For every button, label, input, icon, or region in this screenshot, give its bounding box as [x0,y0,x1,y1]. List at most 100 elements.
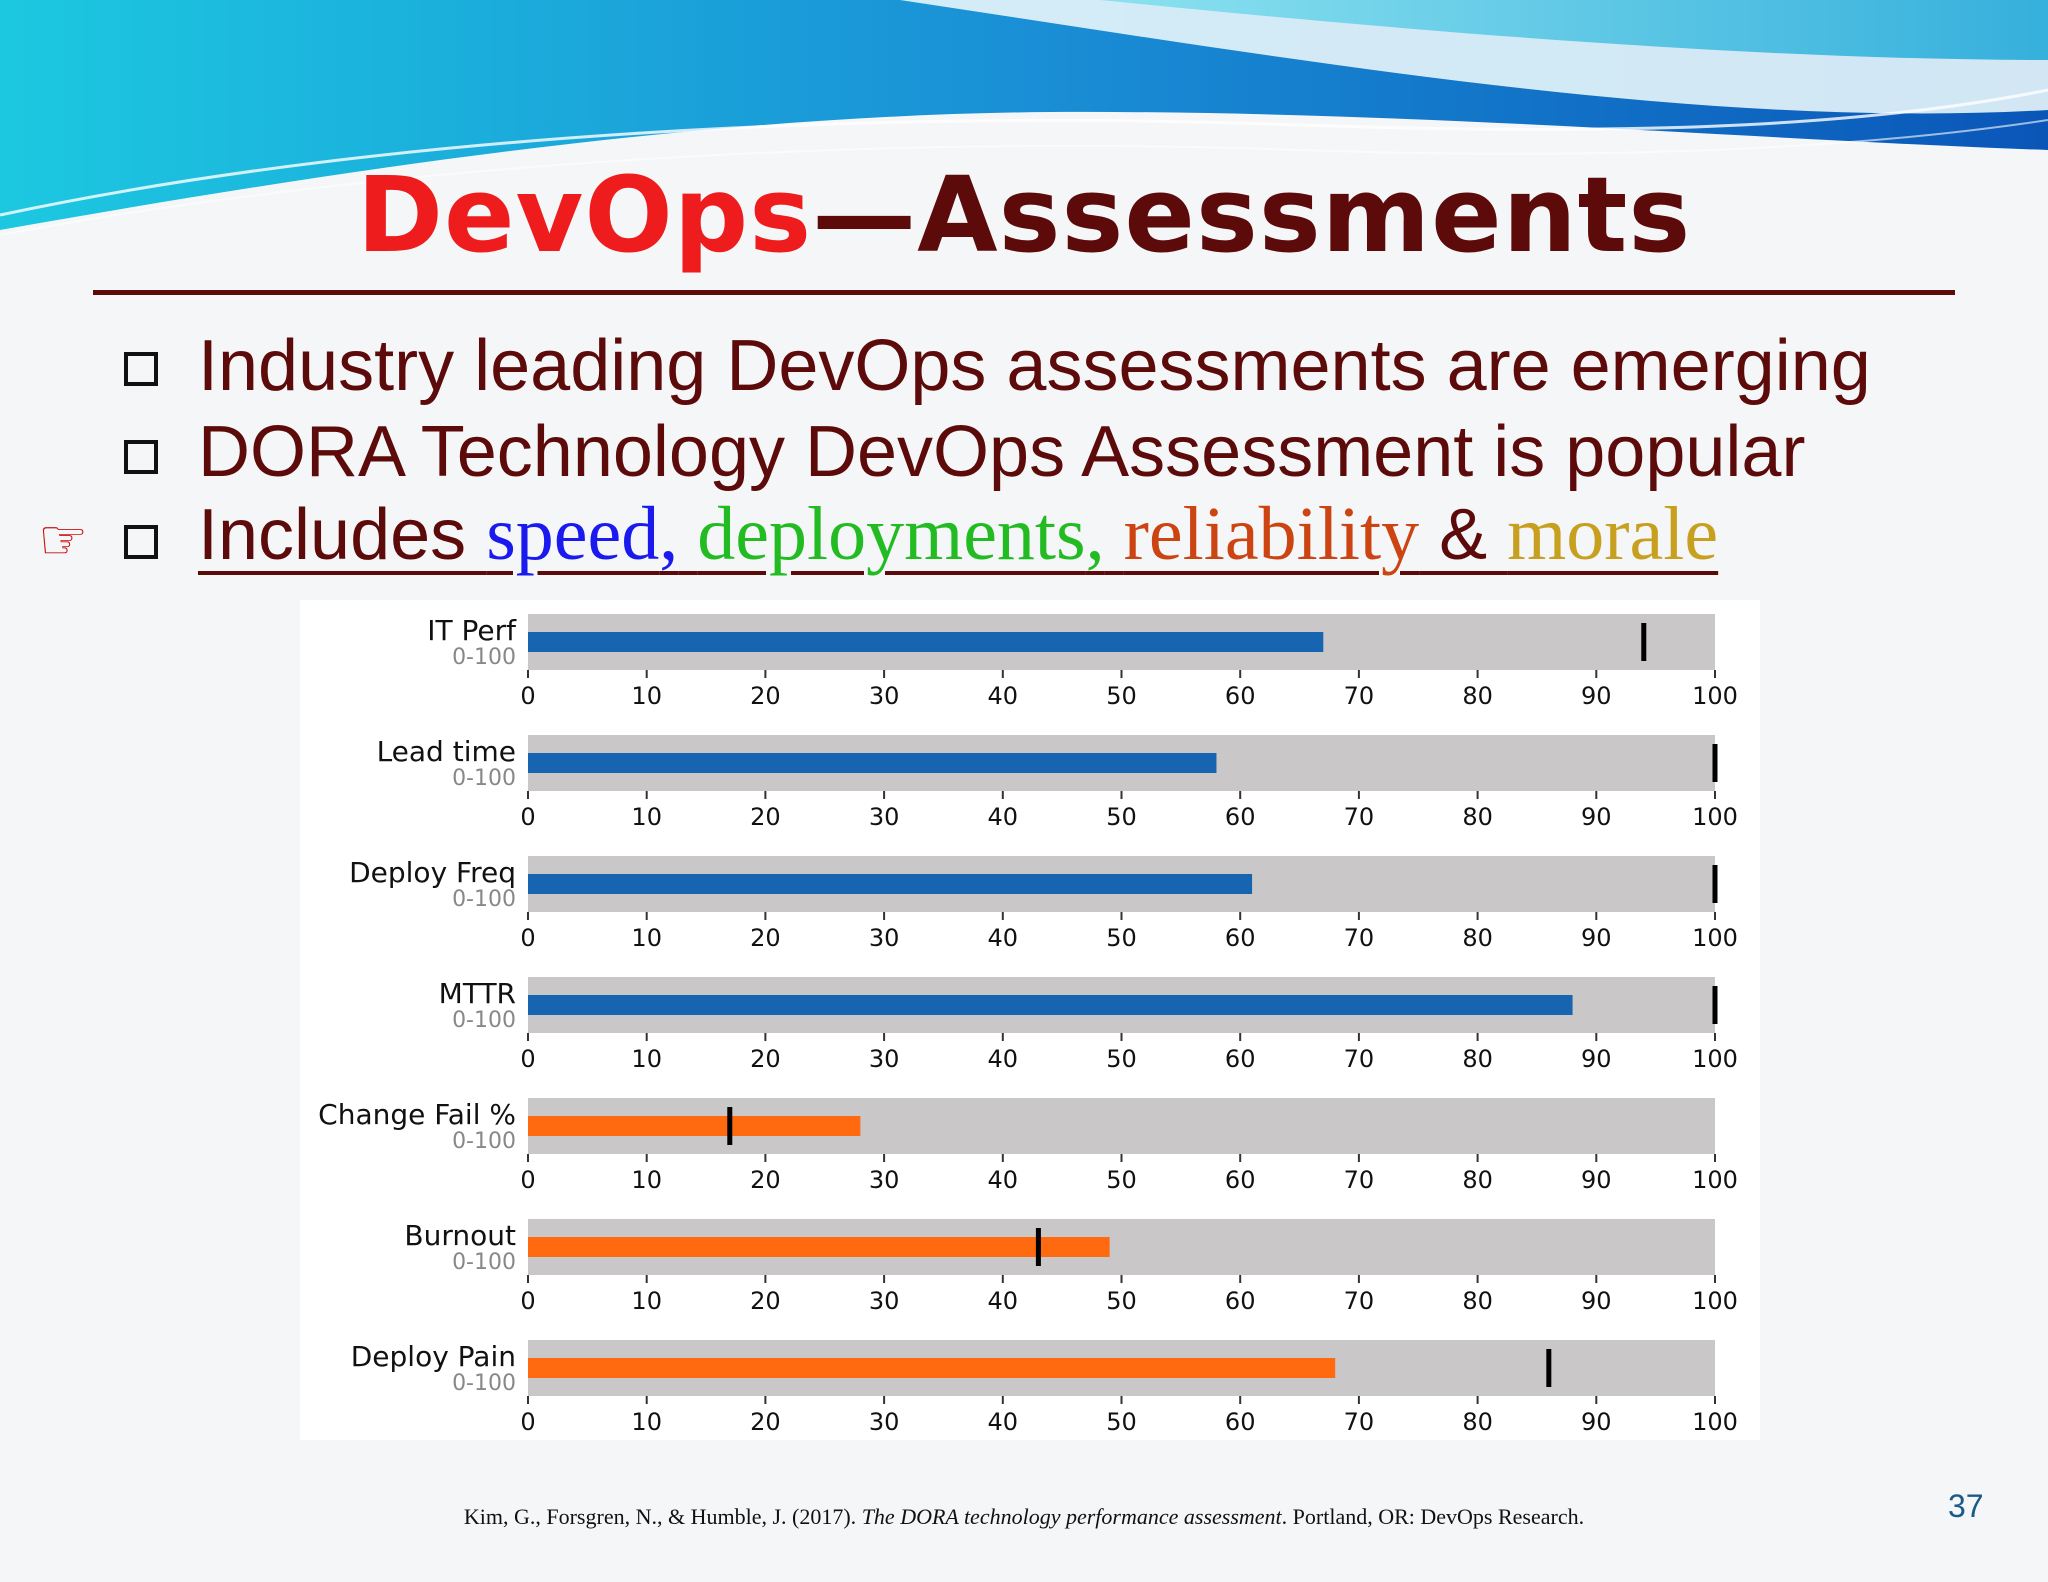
chart-tick-label: 20 [750,803,781,831]
chart-bar [528,753,1217,773]
chart-tick-label: 20 [750,1166,781,1194]
chart-tick-label: 30 [869,1287,900,1315]
chart-target-marker [1035,1228,1041,1266]
chart-tick-label: 50 [1106,682,1137,710]
chart-row-label: Change Fail % [318,1098,516,1131]
chart-row-range: 0-100 [452,1008,516,1033]
header-wave [0,0,2048,236]
chart-tick-label: 100 [1692,924,1738,952]
chart-target-marker [1641,623,1647,661]
chart-bar [528,874,1253,894]
page-number: 37 [1948,1488,1984,1524]
word-reliability: reliability [1123,492,1420,576]
chart-target-marker [1712,744,1718,782]
chart-row-range: 0-100 [452,645,516,670]
chart-tick-label: 30 [869,803,900,831]
chart-row-label: IT Perf [427,614,517,647]
chart-tick-label: 10 [631,1045,662,1073]
chart-tick-label: 90 [1581,1408,1612,1436]
chart-tick-label: 60 [1225,1408,1256,1436]
chart-tick-label: 30 [869,924,900,952]
chart-row-label: Deploy Freq [349,856,516,889]
chart-tick-label: 30 [869,682,900,710]
chart-tick-label: 10 [631,924,662,952]
chart-row-label: Lead time [377,735,516,768]
chart-tick-label: 40 [988,1287,1019,1315]
chart-tick-label: 10 [631,1166,662,1194]
chart-tick-label: 20 [750,1045,781,1073]
chart-tick-label: 20 [750,1287,781,1315]
chart-tick-label: 100 [1692,1045,1738,1073]
word-speed: speed [486,492,660,576]
pointing-hand-icon: ☞ [38,508,89,571]
word-morale: morale [1507,492,1719,576]
chart-tick-label: 100 [1692,1408,1738,1436]
chart-bar [528,995,1573,1015]
ampersand: & [1419,495,1508,575]
bullet-box-icon [124,525,158,559]
chart-tick-label: 50 [1106,1287,1137,1315]
chart-tick-label: 30 [869,1408,900,1436]
chart-tick-label: 60 [1225,1045,1256,1073]
chart-tick-label: 0 [520,924,535,952]
chart-tick-label: 0 [520,1166,535,1194]
chart-tick-label: 20 [750,1408,781,1436]
chart-tick-label: 90 [1581,1287,1612,1315]
slide-title: DevOps—Assessments [0,155,2048,275]
chart-tick-label: 70 [1344,1166,1375,1194]
chart-bar [528,1237,1110,1257]
chart-tick-label: 70 [1344,1287,1375,1315]
citation: Kim, G., Forsgren, N., & Humble, J. (201… [0,1504,2048,1530]
bullet-box-icon [124,440,158,474]
chart-tick-label: 10 [631,1408,662,1436]
chart-target-marker [1712,865,1718,903]
chart-tick-label: 70 [1344,1408,1375,1436]
chart-tick-label: 80 [1462,1166,1493,1194]
chart-tick-label: 70 [1344,1045,1375,1073]
chart-tick-label: 80 [1462,1045,1493,1073]
chart-tick-label: 80 [1462,1287,1493,1315]
chart-row-range: 0-100 [452,1371,516,1396]
chart-tick-label: 20 [750,924,781,952]
chart-tick-label: 90 [1581,1045,1612,1073]
chart-tick-label: 10 [631,1287,662,1315]
chart-tick-label: 60 [1225,803,1256,831]
chart-tick-label: 100 [1692,803,1738,831]
chart-tick-label: 40 [988,1045,1019,1073]
chart-tick-label: 0 [520,803,535,831]
chart-target-marker [1712,986,1718,1024]
citation-authors: Kim, G., Forsgren, N., & Humble, J. (201… [463,1504,862,1529]
citation-publisher: . Portland, OR: DevOps Research. [1281,1504,1585,1529]
citation-work: The DORA technology performance assessme… [861,1504,1282,1529]
bullet-2: DORA Technology DevOps Assessment is pop… [198,412,1806,492]
chart-tick-label: 80 [1462,1408,1493,1436]
chart-tick-label: 90 [1581,924,1612,952]
chart-tick-label: 100 [1692,1166,1738,1194]
bullet-box-icon [124,352,158,386]
chart-row-label: MTTR [439,977,516,1010]
chart-tick-label: 30 [869,1166,900,1194]
chart-tick-label: 0 [520,1408,535,1436]
bullet-3-prefix: Includes [198,495,487,575]
chart-tick-label: 0 [520,682,535,710]
chart-tick-label: 80 [1462,924,1493,952]
chart-tick-label: 60 [1225,682,1256,710]
chart-tick-label: 60 [1225,1287,1256,1315]
chart-tick-label: 90 [1581,1166,1612,1194]
chart-tick-label: 90 [1581,803,1612,831]
chart-tick-label: 70 [1344,924,1375,952]
chart-tick-label: 30 [869,1045,900,1073]
chart-tick-label: 40 [988,1408,1019,1436]
comma-2: , [1085,492,1105,576]
chart-row-label: Deploy Pain [351,1340,516,1373]
chart-tick-label: 10 [631,682,662,710]
chart-tick-label: 40 [988,1166,1019,1194]
chart-bar [528,1116,861,1136]
chart-tick-label: 20 [750,682,781,710]
chart-row-range: 0-100 [452,1250,516,1275]
chart-tick-label: 100 [1692,1287,1738,1315]
chart-row-range: 0-100 [452,1129,516,1154]
chart-tick-label: 80 [1462,803,1493,831]
bullet-1: Industry leading DevOps assessments are … [198,326,1871,406]
